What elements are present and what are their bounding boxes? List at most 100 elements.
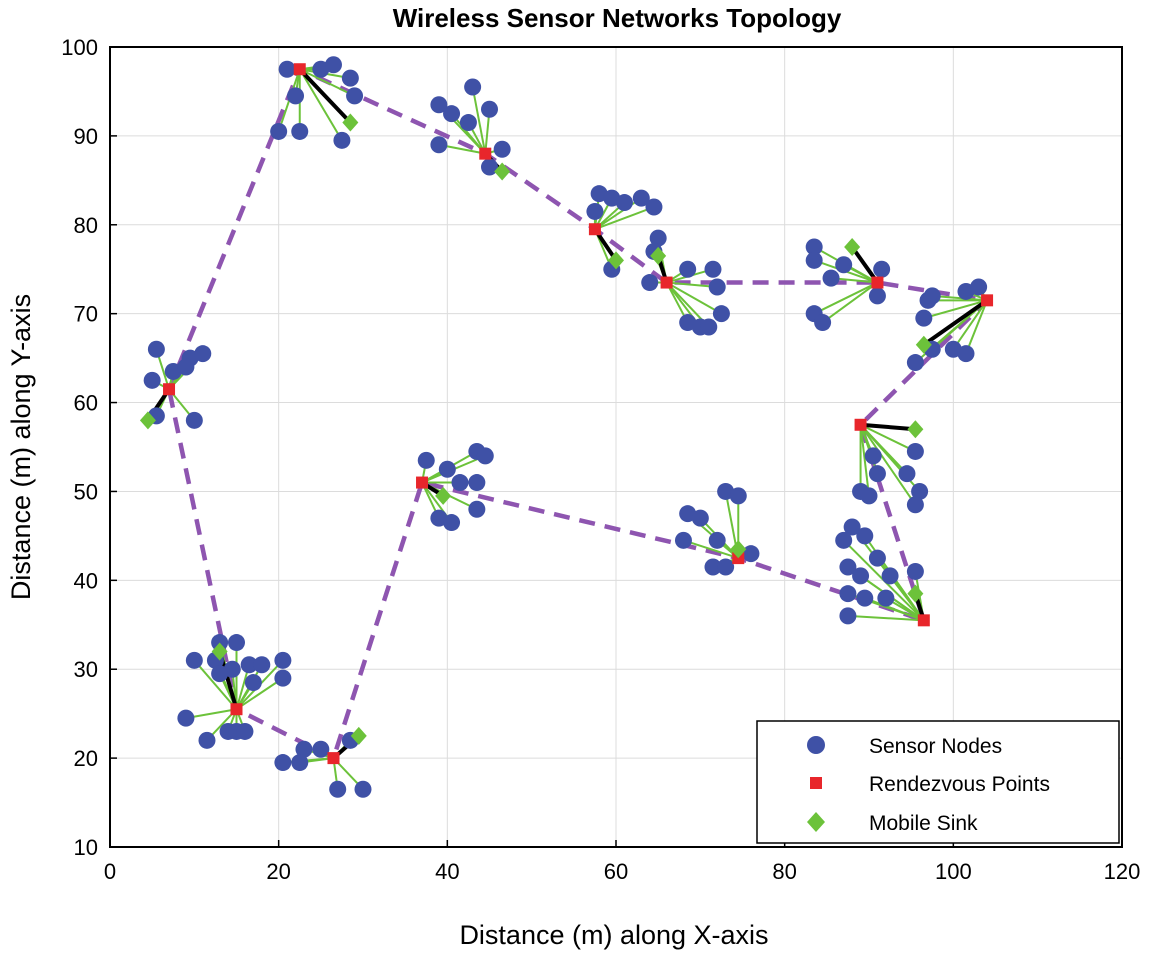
sensor-node — [957, 345, 975, 363]
sensor-node — [641, 274, 659, 292]
sensor-node — [468, 474, 486, 492]
sensor-link — [859, 424, 870, 497]
mobile-sink — [139, 411, 156, 430]
sensor-node — [481, 100, 498, 118]
sensor-link — [471, 86, 487, 154]
sensor-link — [889, 575, 925, 621]
mobile-sink — [494, 162, 511, 181]
sensor-node — [839, 607, 857, 625]
sensor-link — [813, 281, 878, 315]
sensor-node — [240, 656, 258, 674]
sensor-node — [704, 260, 722, 278]
sensor-link — [594, 197, 642, 231]
sensor-node — [586, 202, 604, 220]
sensor-node — [443, 105, 461, 123]
sensor-node — [278, 60, 296, 78]
sensor-node — [906, 562, 924, 580]
y-tick-label: 30 — [74, 657, 98, 682]
sensor-node — [864, 447, 882, 465]
y-tick-label: 80 — [74, 213, 98, 238]
mobile-sink — [844, 238, 861, 256]
x-axis-ticks: 0 20 40 60 80 100 120 — [104, 840, 1140, 884]
sensor-node — [856, 527, 874, 545]
sensor-node — [814, 314, 832, 332]
sensor-node — [451, 474, 469, 492]
sensor-node — [898, 465, 916, 483]
x-tick-label: 60 — [604, 859, 628, 884]
mobile-sink — [730, 540, 747, 559]
sensor-node — [236, 722, 254, 740]
sensor-node — [194, 345, 212, 363]
sensor-node — [438, 460, 456, 478]
sink-link — [298, 67, 352, 124]
sensor-link — [235, 677, 284, 711]
sensor-node — [459, 114, 477, 132]
mobile-sink — [608, 251, 624, 270]
sensor-node — [868, 549, 886, 567]
tour-path — [166, 66, 990, 761]
x-tick-label: 0 — [104, 859, 116, 884]
sensor-node — [253, 656, 271, 674]
sensor-node — [805, 251, 823, 269]
sensor-nodes — [143, 56, 988, 798]
mobile-sink — [915, 335, 932, 354]
sensor-node — [291, 754, 309, 772]
sensor-node — [822, 269, 840, 287]
sensor-link — [965, 299, 988, 355]
sensor-node — [860, 487, 878, 505]
sink-link — [922, 298, 989, 347]
x-tick-label: 100 — [935, 859, 972, 884]
sensor-node — [877, 589, 895, 607]
rendezvous-point — [416, 476, 429, 489]
y-tick-label: 10 — [74, 835, 98, 860]
sensor-link — [185, 708, 237, 720]
sensor-link — [923, 299, 988, 320]
x-axis-label: Distance (m) along X-axis — [459, 920, 768, 950]
sensor-node — [354, 780, 372, 798]
sensor-link — [952, 299, 988, 350]
legend: Sensor Nodes Rendezvous Points Mobile Si… — [756, 720, 1120, 844]
legend-rp-label: Rendezvous Points — [869, 773, 1050, 796]
x-tick-label: 80 — [772, 859, 796, 884]
y-axis-label: Distance (m) along Y-axis — [6, 294, 36, 600]
sensor-node — [333, 131, 351, 149]
sensor-node — [177, 358, 195, 376]
sensor-node — [708, 278, 726, 296]
sensor-node — [645, 198, 663, 216]
sensor-node — [270, 122, 288, 140]
mobile-sink — [350, 726, 367, 745]
mobile-sink-tour — [166, 66, 990, 761]
sensor-node — [244, 674, 262, 692]
sensor-link — [450, 113, 487, 155]
sensor-node — [805, 238, 823, 256]
sensor-node — [915, 309, 933, 327]
sensor-node — [468, 500, 486, 518]
y-axis-ticks: 10 20 30 40 50 60 70 80 90 100 — [61, 35, 117, 860]
sensor-node — [430, 96, 448, 114]
y-tick-label: 70 — [74, 302, 98, 327]
sensor-node — [839, 558, 857, 576]
rendezvous-point — [479, 147, 492, 160]
sensor-node — [274, 669, 292, 687]
sensor-node — [324, 56, 342, 74]
rendezvous-point — [917, 614, 930, 627]
sensor-node — [481, 158, 498, 176]
y-tick-label: 90 — [74, 124, 98, 149]
y-tick-label: 20 — [74, 746, 98, 771]
y-tick-label: 60 — [74, 391, 98, 416]
sensor-node — [430, 136, 448, 154]
sensor-node — [295, 740, 313, 758]
sensor-node — [291, 122, 309, 140]
sensor-node — [679, 260, 697, 278]
sensor-node — [185, 651, 203, 669]
sensor-node — [839, 585, 857, 603]
sensor-link — [666, 281, 722, 315]
sensor-node — [143, 371, 161, 389]
sensor-node — [211, 665, 229, 683]
sensor-node — [691, 509, 709, 527]
sensor-link — [298, 68, 343, 141]
sensor-link — [859, 424, 917, 506]
sensor-node — [911, 482, 929, 500]
sensor-node — [198, 731, 216, 749]
